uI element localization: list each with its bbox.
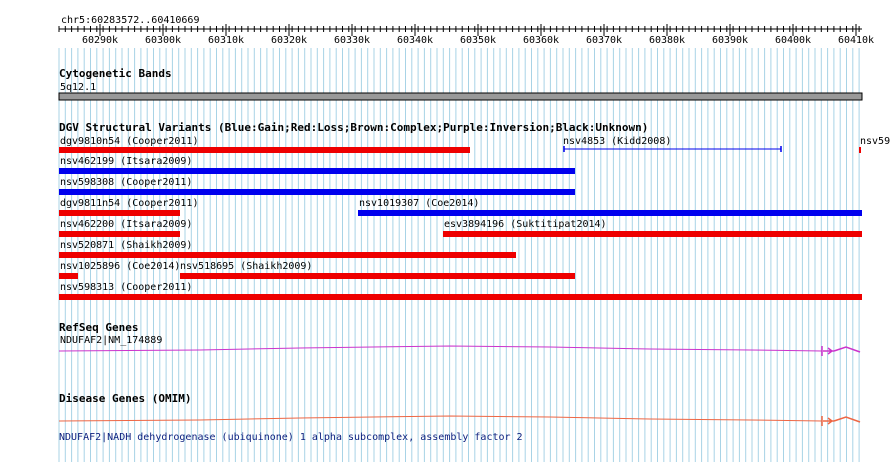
variant-bar-loss[interactable]	[59, 147, 470, 153]
omim-gene-line[interactable]	[58, 415, 823, 422]
tick-label: 60380k	[648, 35, 686, 46]
tick-label: 60340k	[396, 35, 434, 46]
tick-label: 60390k	[711, 35, 749, 46]
nsv4853-bar[interactable]	[563, 146, 782, 152]
ruler-range-label: chr5:60283572..60410669	[61, 15, 200, 26]
variant-bar-loss[interactable]	[59, 210, 180, 216]
tick-label: 60320k	[270, 35, 308, 46]
variant-bar-gain[interactable]	[59, 189, 575, 195]
refseq-gene-label[interactable]: NDUFAF2|NM_174889	[60, 335, 163, 346]
variant-label: dgv9810n54 (Cooper2011)	[60, 136, 199, 147]
variant-bar-loss[interactable]	[59, 273, 78, 279]
variant-label: nsv1019307 (Coe2014)	[359, 198, 480, 209]
tick-label: 60330k	[333, 35, 371, 46]
omim-track-title: Disease Genes (OMIM)	[59, 392, 192, 405]
refseq-track-title: RefSeq Genes	[59, 321, 139, 334]
variant-bar-loss[interactable]	[59, 252, 516, 258]
cytoband-label: 5q12.1	[60, 82, 97, 93]
variant-label: nsv598313 (Cooper2011)	[60, 282, 193, 293]
dgv-track-title: DGV Structural Variants (Blue:Gain;Red:L…	[59, 121, 649, 134]
variant-label: nsv59	[860, 136, 890, 147]
tick-label: 60370k	[585, 35, 623, 46]
refseq-gene-exon[interactable]	[821, 346, 861, 356]
variant-label: nsv462200 (Itsara2009)	[60, 219, 193, 230]
variant-bar-loss[interactable]	[859, 147, 861, 153]
variant-bar-loss[interactable]	[443, 231, 862, 237]
variant-bar-loss[interactable]	[180, 273, 575, 279]
refseq-gene-line[interactable]	[58, 345, 823, 352]
omim-gene-label[interactable]: NDUFAF2|NADH dehydrogenase (ubiquinone) …	[59, 432, 523, 443]
tick-label: 60400k	[774, 35, 812, 46]
cytoband-track-title: Cytogenetic Bands	[59, 67, 172, 80]
tick-label: 60310k	[207, 35, 245, 46]
ruler-ticks	[58, 24, 860, 36]
tick-label: 60290k	[81, 35, 119, 46]
tick-label: 60350k	[459, 35, 497, 46]
tick-label: 60300k	[144, 35, 182, 46]
variant-bar-gain[interactable]	[59, 168, 575, 174]
omim-gene-exon[interactable]	[821, 416, 861, 426]
variant-label: nsv4853 (Kidd2008)	[563, 136, 672, 147]
cytoband-bar[interactable]	[58, 92, 863, 101]
tick-label: 60410k	[837, 35, 875, 46]
variant-label: nsv1025896 (Coe2014)	[60, 261, 181, 272]
variant-label: nsv598308 (Cooper2011)	[60, 177, 193, 188]
variant-bar-loss[interactable]	[59, 231, 180, 237]
tick-label: 60360k	[522, 35, 560, 46]
variant-label: dgv9811n54 (Cooper2011)	[60, 198, 199, 209]
variant-label: nsv520871 (Shaikh2009)	[60, 240, 193, 251]
variant-label: nsv462199 (Itsara2009)	[60, 156, 193, 167]
variant-label: nsv518695 (Shaikh2009)	[180, 261, 313, 272]
variant-bar-gain[interactable]	[358, 210, 862, 216]
variant-label: esv3894196 (Suktitipat2014)	[444, 219, 607, 230]
variant-bar-loss[interactable]	[59, 294, 862, 300]
